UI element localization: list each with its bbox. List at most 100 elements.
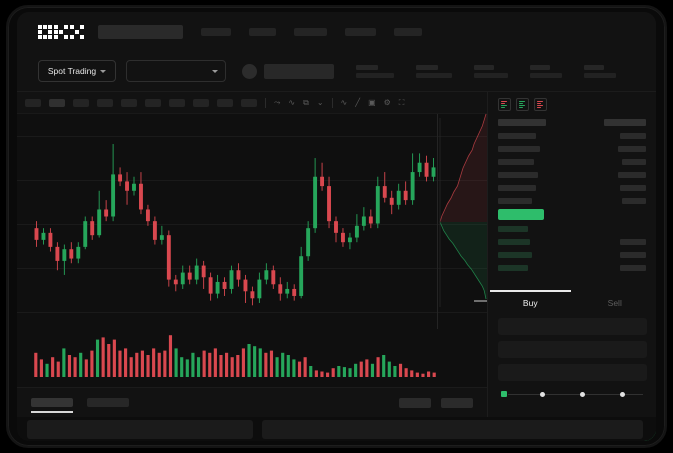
order-book-depth-overlay	[437, 114, 487, 329]
order-book-list[interactable]	[488, 116, 656, 272]
orderbook-mode-asks[interactable]	[534, 98, 547, 111]
ask-price	[498, 132, 536, 139]
timeframe-button-10[interactable]	[241, 98, 257, 107]
timeframe-button-9[interactable]	[217, 98, 233, 107]
drawing-tools-icon[interactable]: ╱	[355, 97, 361, 107]
order-amount-field[interactable]	[498, 341, 647, 358]
bottom-panel-row	[17, 417, 656, 441]
orderbook-mode-bids[interactable]	[516, 98, 529, 111]
orderbook-header-row	[498, 118, 646, 127]
order-price-field[interactable]	[498, 318, 647, 335]
orderbook-ask-row[interactable]	[498, 157, 646, 166]
bottom-panel-right[interactable]	[262, 419, 643, 439]
ask-amount	[618, 145, 646, 152]
orderbook-bid-row[interactable]	[498, 263, 646, 272]
stat-1-value	[356, 72, 394, 78]
tab-sell-label: Sell	[607, 298, 622, 308]
orderbook-amount-header	[604, 119, 646, 126]
tab-open-orders[interactable]	[31, 398, 73, 413]
orderbook-bid-row[interactable]	[498, 250, 646, 259]
timeframe-button-1[interactable]	[25, 98, 41, 107]
bid-price	[498, 251, 532, 258]
chart-toolbar: ⤳ ∿ ⧉ ⌄ ∿ ╱ ▣ ⚙ ⛶	[17, 92, 487, 114]
bid-amount	[620, 251, 646, 258]
candlestick-series	[34, 144, 436, 306]
ask-price	[498, 158, 534, 165]
orderbook-bid-row[interactable]	[498, 224, 646, 233]
timeframe-button-2[interactable]	[49, 98, 65, 107]
tab-buy[interactable]: Buy	[488, 290, 573, 316]
timeframe-button-6[interactable]	[145, 98, 161, 107]
indicator-icon[interactable]: ∿	[288, 97, 296, 107]
stat-1	[356, 64, 394, 78]
ticker-bar: Spot Trading	[17, 51, 656, 92]
ask-price	[498, 145, 540, 152]
nav-item-5[interactable]	[394, 27, 422, 36]
orderbook-ask-row[interactable]	[498, 144, 646, 153]
compare-icon[interactable]: ⧉	[303, 97, 309, 107]
percent-stop-75[interactable]	[620, 391, 625, 397]
nav-item-1[interactable]	[201, 27, 231, 36]
fullscreen-icon[interactable]: ⛶	[398, 97, 405, 107]
percent-stop-25[interactable]	[540, 391, 545, 397]
okx-logo[interactable]	[38, 24, 84, 39]
tab-buy-label: Buy	[522, 298, 538, 308]
orderbook-ask-row[interactable]	[498, 131, 646, 140]
orderbook-ask-row[interactable]	[498, 170, 646, 179]
order-entry-form	[488, 318, 656, 401]
price-chart[interactable]	[17, 114, 487, 329]
tab-order-history-label	[87, 398, 129, 407]
orderbook-ask-row[interactable]	[498, 183, 646, 192]
logo-glyph-o	[38, 24, 52, 39]
percent-slider[interactable]	[500, 389, 645, 401]
stat-4-value	[530, 72, 562, 78]
stat-5	[584, 64, 616, 78]
ticker-stats	[334, 64, 616, 78]
tab-order-history[interactable]	[87, 398, 129, 407]
nav-item-3[interactable]	[294, 27, 327, 36]
tab-sell[interactable]: Sell	[573, 290, 657, 316]
percent-slider-handle[interactable]	[500, 390, 508, 398]
orderbook-ask-row[interactable]	[498, 196, 646, 205]
timeframe-list	[17, 98, 257, 107]
chevron-down-icon[interactable]: ⌄	[316, 97, 324, 107]
timeframe-button-3[interactable]	[73, 98, 89, 107]
depth-curve	[439, 114, 487, 307]
bottom-action-2[interactable]	[441, 397, 473, 408]
timeframe-button-7[interactable]	[169, 98, 185, 107]
logo-glyph-k	[54, 24, 68, 39]
nav-item-2[interactable]	[249, 27, 276, 36]
orders-tabs	[17, 398, 129, 413]
chevron-down-icon	[212, 69, 218, 73]
candlestick-chart-icon[interactable]: ⤳	[274, 97, 281, 107]
percent-slider-track	[502, 394, 643, 395]
nav-item-4[interactable]	[345, 27, 376, 36]
timeframe-button-5[interactable]	[121, 98, 137, 107]
chart-gridlines	[17, 114, 487, 329]
timeframe-button-4[interactable]	[97, 98, 113, 107]
orderbook-bid-row[interactable]	[498, 237, 646, 246]
camera-icon[interactable]: ▣	[368, 97, 376, 107]
settings-gear-icon[interactable]: ⚙	[383, 97, 391, 107]
ask-amount	[620, 132, 646, 139]
last-price-highlight	[498, 209, 544, 220]
orderbook-mode-both-line	[500, 100, 507, 102]
orderbook-mode-both-line	[500, 107, 506, 109]
toolbar-divider	[265, 97, 266, 108]
logo-glyph-x	[70, 24, 84, 39]
line-chart-icon[interactable]: ∿	[340, 97, 348, 107]
order-total-field[interactable]	[498, 364, 647, 381]
stat-3-label	[474, 64, 494, 70]
market-type-dropdown[interactable]: Spot Trading	[38, 60, 116, 82]
active-tab-underline	[31, 411, 73, 413]
buy-sell-tab-bar: Buy Sell	[488, 290, 656, 316]
bottom-action-1[interactable]	[399, 397, 431, 408]
orderbook-mode-both[interactable]	[498, 98, 511, 111]
stat-2-label	[416, 64, 438, 70]
trading-pair-dropdown[interactable]	[126, 60, 226, 82]
chevron-down-icon	[100, 69, 107, 73]
bottom-panel-left[interactable]	[27, 419, 253, 439]
percent-stop-50[interactable]	[580, 391, 585, 397]
search-input[interactable]	[98, 24, 183, 39]
timeframe-button-8[interactable]	[193, 98, 209, 107]
